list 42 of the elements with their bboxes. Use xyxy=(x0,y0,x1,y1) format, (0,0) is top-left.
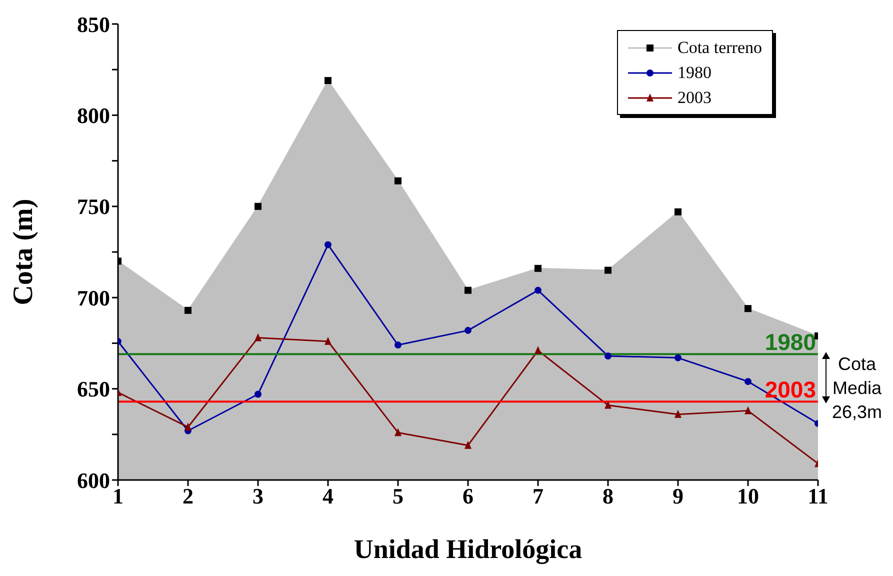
y-tick-label: 600 xyxy=(77,468,110,493)
y-tick-label: 800 xyxy=(77,103,110,128)
x-tick-label: 5 xyxy=(392,484,404,509)
legend-label: Cota terreno xyxy=(678,38,762,58)
point xyxy=(254,390,262,398)
x-tick-label: 2 xyxy=(182,484,194,509)
y-tick-label: 850 xyxy=(77,12,110,37)
x-tick-label: 4 xyxy=(322,484,334,509)
x-tick-label: 9 xyxy=(672,484,684,509)
x-tick-label: 10 xyxy=(737,484,759,509)
point xyxy=(394,342,402,349)
annotation: 1980 xyxy=(764,329,816,356)
point xyxy=(394,428,402,436)
y-tick-label: 700 xyxy=(77,285,110,310)
y-tick-label: 650 xyxy=(77,376,110,402)
point xyxy=(324,336,332,345)
legend-label: 1980 xyxy=(678,62,712,82)
point xyxy=(674,354,682,362)
x-tick-label: 11 xyxy=(808,484,828,509)
point xyxy=(744,378,752,386)
x-tick-label: 8 xyxy=(602,484,614,509)
point xyxy=(604,352,612,360)
point xyxy=(744,406,752,414)
x-tick-label: 3 xyxy=(252,484,264,509)
point xyxy=(184,422,192,431)
y-axis-title: Cota (m) xyxy=(8,198,39,306)
x-axis-title: Unidad Hidrológica xyxy=(354,534,583,564)
x-tick-label: 1 xyxy=(112,484,124,509)
point xyxy=(254,333,262,342)
point xyxy=(534,286,542,294)
legend-label: 2003 xyxy=(678,88,712,108)
point xyxy=(674,410,682,418)
x-tick-label: 6 xyxy=(462,484,474,509)
x-tick-label: 7 xyxy=(532,484,544,509)
point xyxy=(534,346,542,354)
text: Cota Media 26,3m xyxy=(832,353,882,424)
annotation: 2003 xyxy=(764,376,816,403)
point xyxy=(464,326,472,334)
point xyxy=(604,400,612,409)
point xyxy=(324,241,332,248)
point xyxy=(464,440,472,449)
y-tick-label: 750 xyxy=(77,194,110,220)
